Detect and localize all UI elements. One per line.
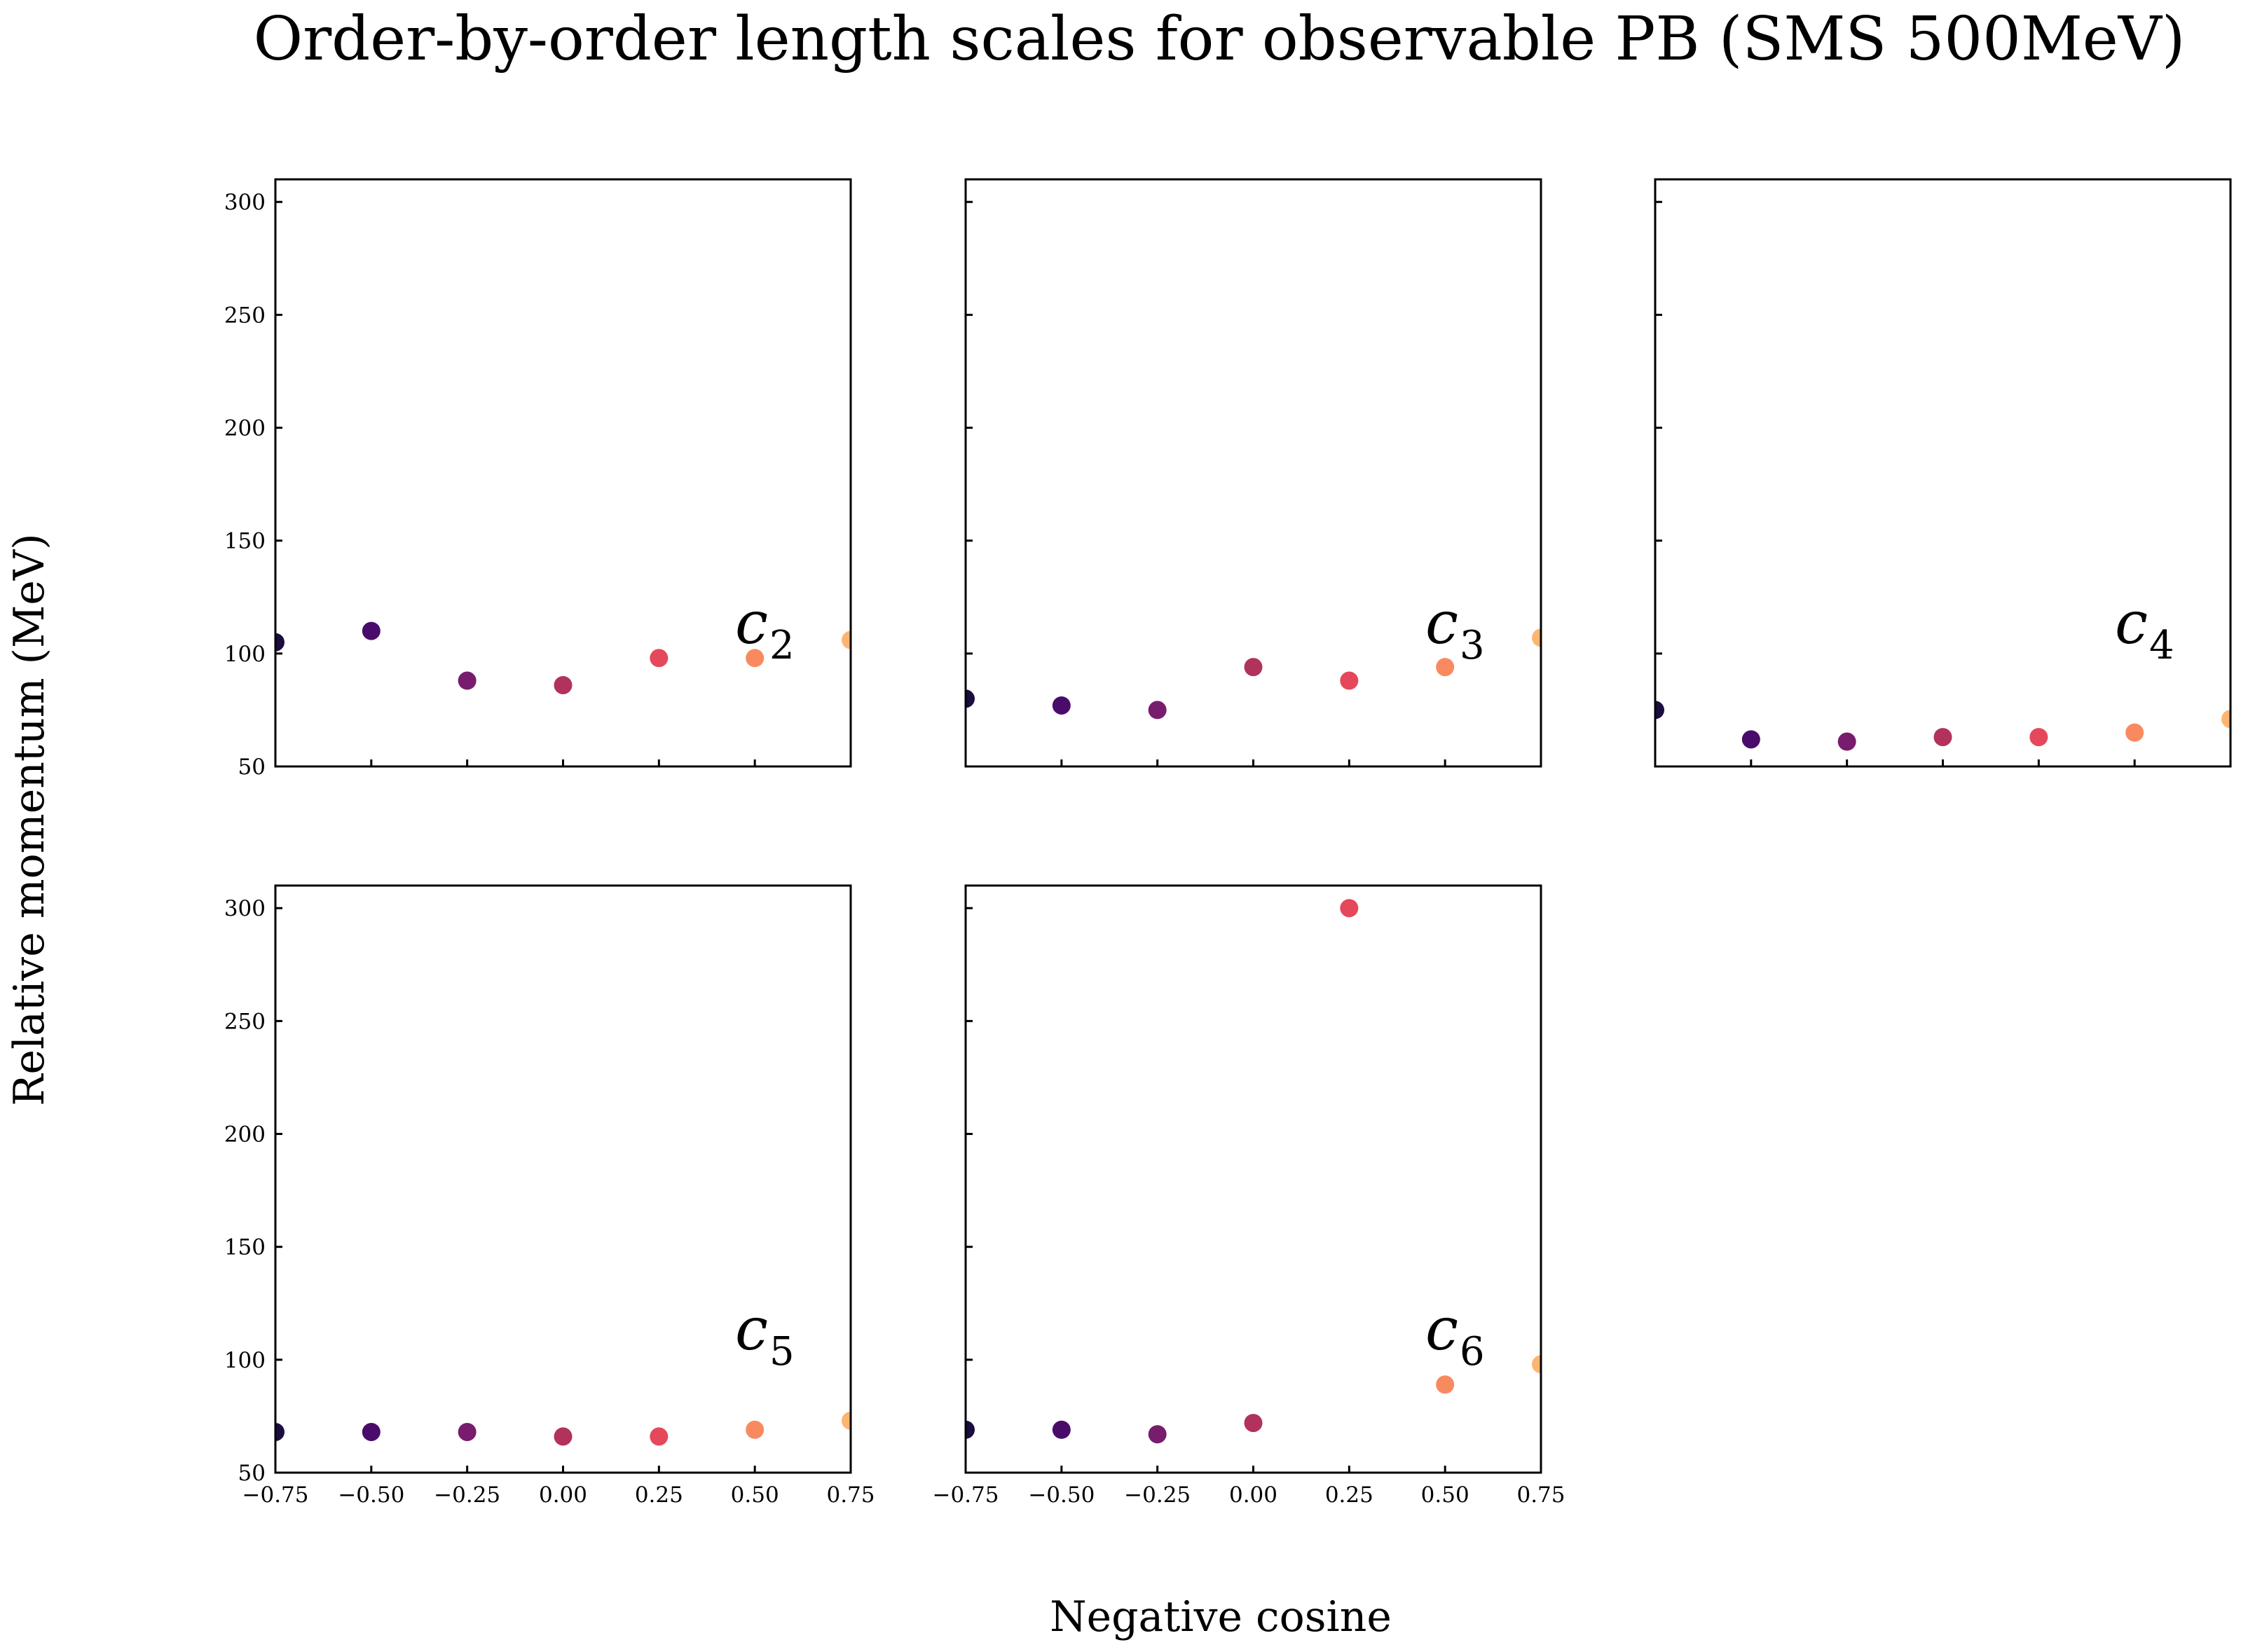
x-tick-label: 0.50 <box>1421 1482 1469 1508</box>
y-tick-label: 250 <box>224 1009 266 1034</box>
scatter-series <box>275 621 851 694</box>
y-tick-label: 300 <box>224 190 266 215</box>
data-point <box>1436 1375 1455 1394</box>
x-tick-label: −0.75 <box>933 1482 999 1508</box>
x-tick-label: 0.00 <box>1229 1482 1277 1508</box>
panel-label: c5 <box>735 1295 795 1375</box>
plot-frame <box>964 884 1542 1474</box>
y-axis-label: Relative momentum (MeV) <box>5 533 54 1106</box>
scatter-series <box>1655 701 2230 751</box>
data-point <box>1741 730 1760 749</box>
data-point <box>1244 658 1263 677</box>
y-tick-label: 100 <box>224 1348 266 1373</box>
data-point <box>1532 628 1541 647</box>
data-point <box>650 649 669 668</box>
x-tick-label: 0.75 <box>1516 1482 1565 1508</box>
x-tick-label: −0.25 <box>434 1482 500 1508</box>
data-point <box>275 633 285 652</box>
x-tick-label: −0.50 <box>1028 1482 1095 1508</box>
data-point <box>1244 1414 1263 1433</box>
data-point <box>1933 728 1952 747</box>
y-tick-label: 150 <box>224 529 266 554</box>
x-tick-label: 0.50 <box>731 1482 779 1508</box>
data-point <box>1052 696 1071 715</box>
axis-ticks <box>1654 200 2232 768</box>
axis-ticks: 50 100 150 200 250 300 <box>224 190 852 780</box>
data-point <box>275 1422 285 1441</box>
y-tick-label: 100 <box>224 642 266 667</box>
data-point <box>1340 899 1359 918</box>
y-tick-label: 200 <box>224 416 266 441</box>
y-tick-label: 250 <box>224 303 266 328</box>
y-tick-label: 300 <box>224 896 266 921</box>
data-point <box>2029 728 2048 747</box>
x-tick-label: 0.25 <box>1325 1482 1373 1508</box>
data-point <box>554 675 573 694</box>
data-point <box>362 1422 381 1441</box>
data-point <box>554 1427 573 1446</box>
scatter-series <box>966 628 1541 720</box>
panel-label: c4 <box>2115 588 2174 668</box>
subplot-c4: c4 <box>1654 178 2232 768</box>
subplot-c2: 50 100 150 200 250 300 c2 <box>224 178 852 780</box>
plot-frame <box>274 178 852 768</box>
axis-ticks: −0.75 −0.50 −0.25 0.00 0.25 0.50 0.75 50 100 150 2… <box>224 896 875 1508</box>
data-point <box>458 1422 477 1441</box>
data-point <box>458 671 477 690</box>
data-point <box>2125 723 2144 742</box>
y-tick-label: 50 <box>238 755 266 780</box>
x-tick-label: −0.50 <box>338 1482 404 1508</box>
y-tick-label: 200 <box>224 1122 266 1148</box>
x-tick-label: 0.00 <box>539 1482 587 1508</box>
scatter-series <box>275 1411 851 1446</box>
data-point <box>746 1420 765 1439</box>
data-point <box>1532 1355 1541 1374</box>
x-tick-label: 0.25 <box>635 1482 683 1508</box>
data-point <box>746 649 765 668</box>
y-tick-label: 150 <box>224 1235 266 1260</box>
y-tick-label: 50 <box>238 1461 266 1486</box>
data-point <box>2221 710 2230 729</box>
scatter-series <box>966 899 1541 1444</box>
data-point <box>966 689 975 708</box>
x-tick-label: −0.75 <box>242 1482 309 1508</box>
data-point <box>842 631 851 649</box>
subplot-c5: −0.75 −0.50 −0.25 0.00 0.25 0.50 0.75 50 100 150 2… <box>224 884 875 1508</box>
panel-label: c6 <box>1425 1295 1485 1375</box>
data-point <box>1436 658 1455 677</box>
subplot-grid: 50 100 150 200 250 300 c2 c3 c4 −0.75 −0.50 −0.25 0.… <box>224 178 2232 1508</box>
panel-label: c3 <box>1425 588 1485 668</box>
figure-title: Order-by-order length scales for observa… <box>254 4 2186 74</box>
axis-ticks <box>964 200 1542 768</box>
data-point <box>1052 1420 1071 1439</box>
data-point <box>1148 1425 1167 1444</box>
subplot-c3: c3 <box>964 178 1542 768</box>
data-point <box>966 1420 975 1439</box>
plot-frame <box>964 178 1542 768</box>
data-point <box>650 1427 669 1446</box>
data-point <box>842 1411 851 1430</box>
data-point <box>1148 701 1167 720</box>
subplot-c6: −0.75 −0.50 −0.25 0.00 0.25 0.50 0.75 c6 <box>933 884 1565 1508</box>
data-point <box>1340 671 1359 690</box>
data-point <box>362 621 381 640</box>
x-axis-label: Negative cosine <box>1050 1592 1392 1641</box>
plot-frame <box>1654 178 2232 768</box>
data-point <box>1837 732 1856 751</box>
plot-frame <box>274 884 852 1474</box>
x-tick-label: −0.25 <box>1124 1482 1191 1508</box>
axis-ticks: −0.75 −0.50 −0.25 0.00 0.25 0.50 0.75 <box>933 907 1565 1508</box>
panel-label: c2 <box>735 588 795 668</box>
x-tick-label: 0.75 <box>826 1482 875 1508</box>
data-point <box>1655 701 1664 720</box>
